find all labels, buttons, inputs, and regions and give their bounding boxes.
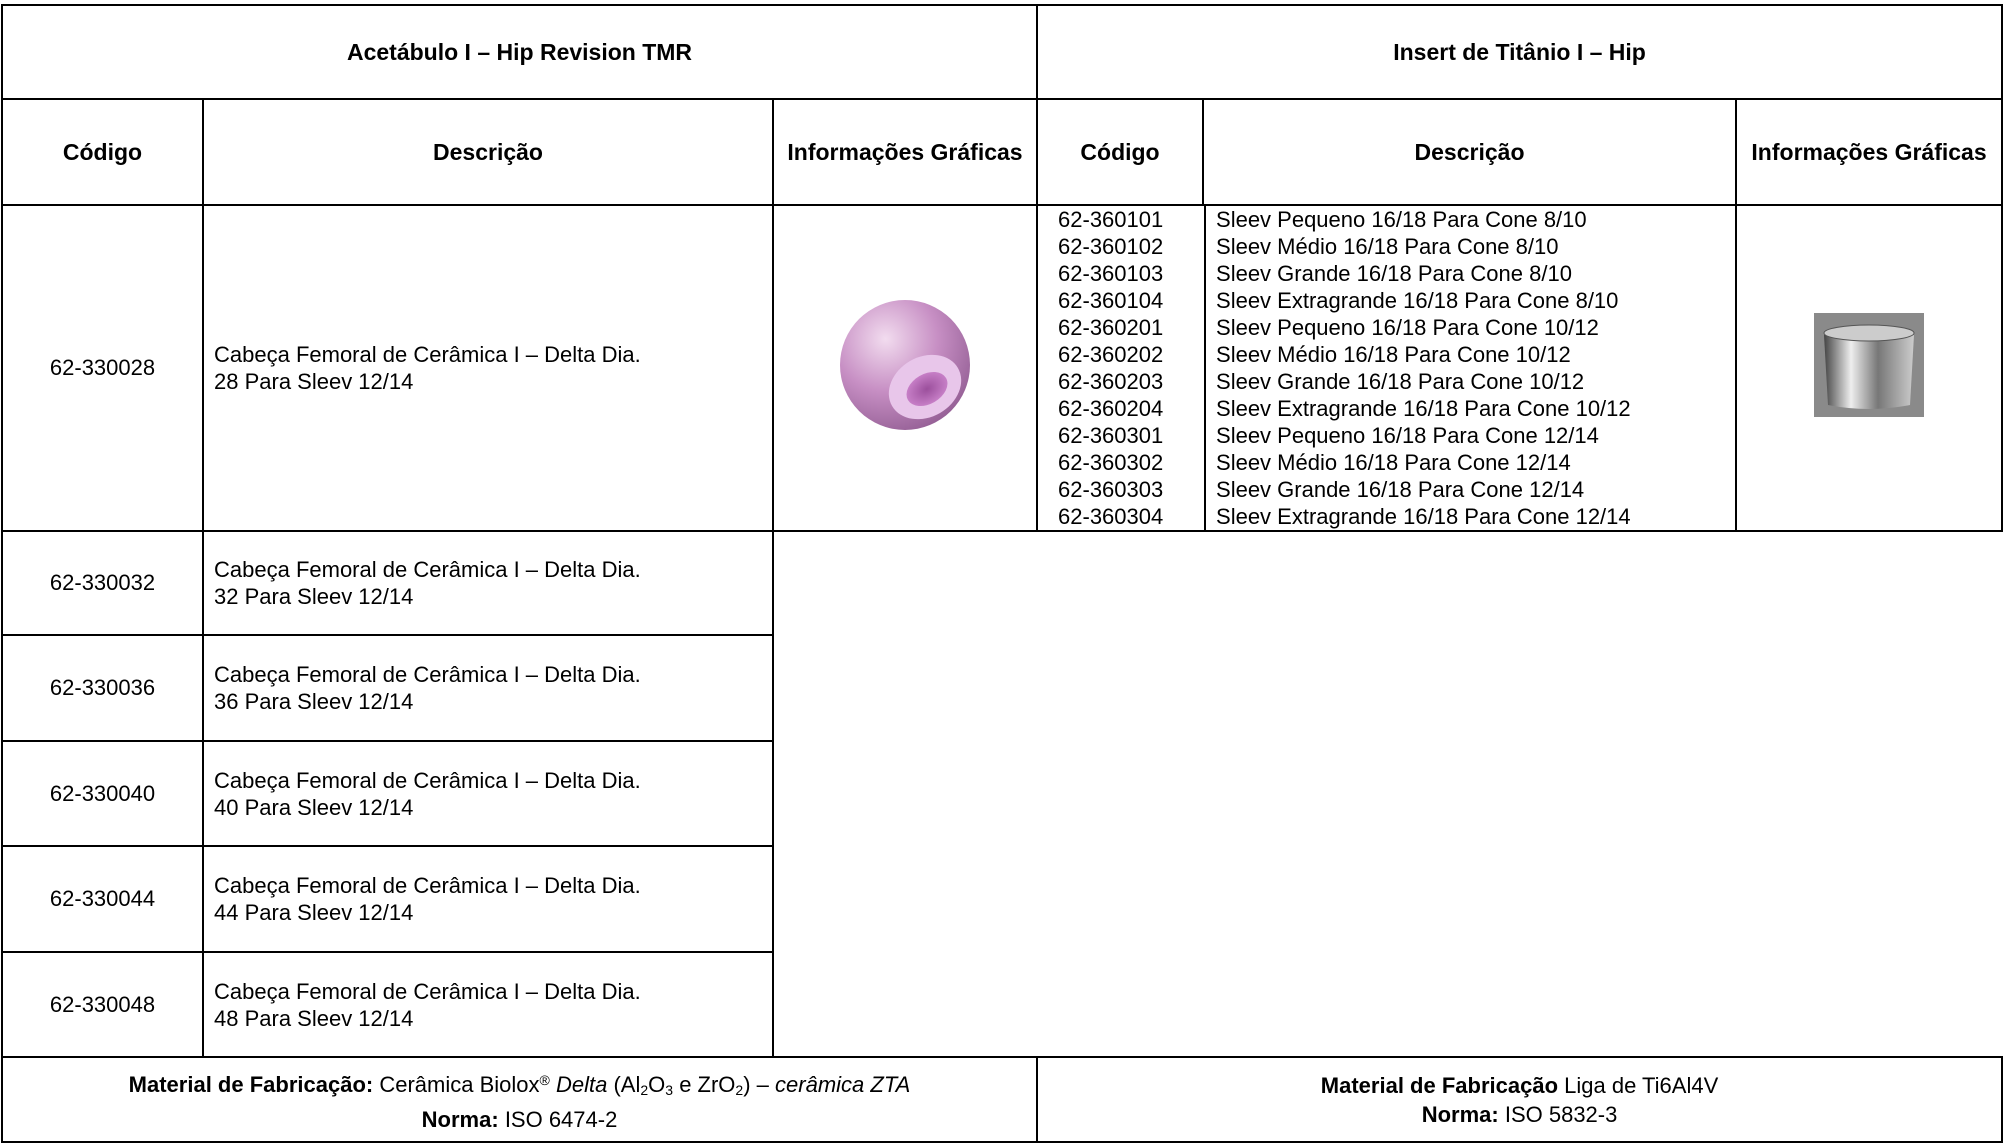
left-footer: Material de Fabricação: Cerâmica Biolox®… (0, 1056, 1039, 1143)
description-cell: Cabeça Femoral de Cerâmica I – Delta Dia… (202, 845, 774, 953)
norma-line: Norma: ISO 6474-2 (13, 1105, 1026, 1134)
code: 62-360201 (1058, 315, 1164, 340)
header: Descrição (1202, 98, 1738, 206)
code-cell: 62-330032 (1, 530, 204, 636)
product-table: Acetábulo I – Hip Revision TMR Insert de… (0, 4, 2004, 1143)
subscript: 3 (665, 1081, 674, 1098)
description: Sleev Médio 16/18 Para Cone 8/10 (1216, 234, 1559, 259)
description: Sleev Médio 16/18 Para Cone 10/12 (1216, 342, 1571, 367)
code-cell: 62-330040 (1, 740, 204, 847)
code: 62-360303 (1058, 477, 1164, 502)
description-cell: Cabeça Femoral de Cerâmica I – Delta Dia… (202, 204, 774, 532)
description-line: 36 Para Sleev 12/14 (214, 689, 414, 714)
description: Sleev Grande 16/18 Para Cone 12/14 (1216, 477, 1585, 502)
description: Sleev Médio 16/18 Para Cone 12/14 (1216, 450, 1571, 475)
description: Sleev Extragrande 16/18 Para Cone 12/14 (1216, 504, 1631, 529)
right-footer: Material de Fabricação Liga de Ti6Al4V No… (1036, 1056, 2004, 1143)
description: Sleev Grande 16/18 Para Cone 10/12 (1216, 369, 1585, 394)
norma-label: Norma: (421, 1106, 499, 1132)
description: Sleev Extragrande 16/18 Para Cone 10/12 (1216, 396, 1631, 421)
code: 62-360203 (1058, 369, 1164, 394)
code-cell: 62-330048 (1, 951, 204, 1058)
material-text: Delta (555, 1071, 608, 1097)
norma: ISO 5832-3 (1504, 1101, 1618, 1127)
code: 62-360102 (1058, 234, 1164, 259)
description: Sleev Pequeno 16/18 Para Cone 12/14 (1216, 423, 1599, 448)
material-label: Material de Fabricação (1320, 1072, 1559, 1098)
description-cell: Cabeça Femoral de Cerâmica I – Delta Dia… (202, 740, 774, 847)
code-cell: 62-330036 (1, 634, 204, 742)
description-line: Cabeça Femoral de Cerâmica I – Delta Dia… (214, 873, 641, 898)
image-cell (771, 204, 1039, 532)
material-text: cerâmica ZTA (775, 1071, 911, 1097)
description: Sleev Grande 16/18 Para Cone 8/10 (1216, 261, 1572, 286)
left-title: Acetábulo I – Hip Revision TMR (0, 4, 1039, 100)
material-label: Material de Fabricação: (128, 1071, 374, 1097)
description-line: Cabeça Femoral de Cerâmica I – Delta Dia… (214, 662, 641, 687)
description-line: 48 Para Sleev 12/14 (214, 1005, 414, 1031)
norma-label: Norma: (1421, 1101, 1499, 1127)
code: 62-360302 (1058, 450, 1164, 475)
row: 62-330048 Cabeça Femoral de Cerâmica I – … (1, 951, 2002, 1058)
code-list: 62-360101 62-360102 62-360103 62-360104 62-3… (1038, 206, 1204, 530)
code-cell: 62-330044 (1, 845, 204, 953)
formula: ) (743, 1071, 751, 1097)
description-line: 28 Para Sleev 12/14 (214, 369, 414, 394)
right-title: Insert de Titânio I – Hip (1036, 4, 2004, 100)
subscript: 2 (640, 1081, 649, 1098)
code: 62-360202 (1058, 342, 1164, 367)
description-cell: Cabeça Femoral de Cerâmica I – Delta Dia… (202, 530, 774, 636)
code: 62-360204 (1058, 396, 1164, 421)
header: Descrição (202, 98, 774, 206)
description: Sleev Pequeno 16/18 Para Cone 8/10 (1216, 207, 1587, 232)
description-line: 44 Para Sleev 12/14 (214, 900, 414, 925)
header: Informações Gráficas (771, 98, 1039, 206)
norma: ISO 6474-2 (504, 1106, 618, 1132)
material-line: Material de Fabricação: Cerâmica Biolox®… (13, 1066, 1026, 1105)
code-cell: 62-330028 (1, 204, 204, 532)
row: 62-330032 Cabeça Femoral de Cerâmica I – … (1, 530, 2002, 636)
header: Informações Gráficas (1735, 98, 2004, 206)
description-cell: Cabeça Femoral de Cerâmica I – Delta Dia… (202, 634, 774, 742)
description-list: Sleev Pequeno 16/18 Para Cone 8/10 Sleev … (1204, 206, 1735, 530)
right-block: 62-360101 62-360102 62-360103 62-360104 62-3… (1036, 204, 1738, 532)
titanium-sleeve-image (1814, 313, 1925, 417)
description-line: Cabeça Femoral de Cerâmica I – Delta Dia… (214, 767, 641, 793)
description: Sleev Extragrande 16/18 Para Cone 8/10 (1216, 288, 1619, 313)
description-line: Cabeça Femoral de Cerâmica I – Delta Dia… (214, 557, 641, 582)
description-line: Cabeça Femoral de Cerâmica I – Delta Dia… (214, 342, 641, 367)
code: 62-360304 (1058, 504, 1164, 529)
subscript: 2 (735, 1081, 744, 1098)
norma-line: Norma: ISO 5832-3 (1048, 1100, 1991, 1129)
code: 62-360104 (1058, 288, 1164, 313)
code: 62-360101 (1058, 207, 1164, 232)
image-cell (1735, 204, 2004, 532)
formula: (Al (613, 1071, 641, 1097)
code: 62-360301 (1058, 423, 1164, 448)
material-text: Liga de Ti6Al4V (1564, 1072, 1719, 1098)
page: Acetábulo I – Hip Revision TMR Insert de… (0, 4, 2004, 1143)
description-line: 40 Para Sleev 12/14 (214, 794, 414, 820)
row: 62-330040 Cabeça Femoral de Cerâmica I – … (1, 740, 2002, 847)
registered: ® (539, 1071, 550, 1088)
row: 62-330044 Cabeça Femoral de Cerâmica I – … (1, 845, 2002, 953)
description: Sleev Pequeno 16/18 Para Cone 10/12 (1216, 315, 1599, 340)
footer-row: Material de Fabricação: Cerâmica Biolox®… (0, 1056, 2004, 1143)
description-line: 32 Para Sleev 12/14 (214, 584, 414, 609)
material-line: Material de Fabricação Liga de Ti6Al4V (1048, 1071, 1991, 1100)
description-cell: Cabeça Femoral de Cerâmica I – Delta Dia… (202, 951, 774, 1058)
header: Código (1, 98, 204, 206)
dash: – (756, 1071, 769, 1097)
header: Código (1036, 98, 1205, 206)
row: 62-330036 Cabeça Femoral de Cerâmica I – … (1, 634, 2002, 742)
formula: O (648, 1071, 666, 1097)
code: 62-360103 (1058, 261, 1164, 286)
material-text: Cerâmica Biolox (379, 1071, 540, 1097)
description-line: Cabeça Femoral de Cerâmica I – Delta Dia… (214, 978, 641, 1004)
ceramic-head-image (840, 300, 970, 430)
formula: e ZrO (679, 1071, 736, 1097)
